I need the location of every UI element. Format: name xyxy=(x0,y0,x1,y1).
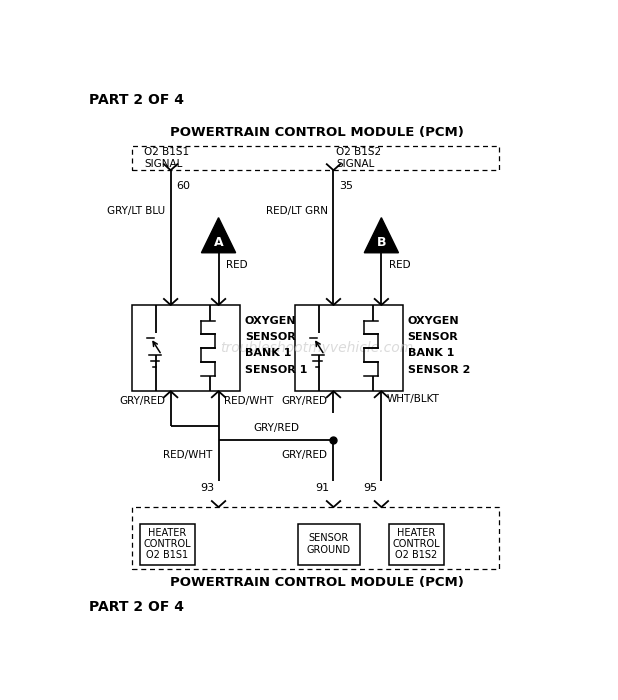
Text: GRY/RED: GRY/RED xyxy=(253,424,299,433)
Text: 91: 91 xyxy=(316,483,329,493)
Text: 60: 60 xyxy=(176,181,190,191)
Text: 35: 35 xyxy=(339,181,353,191)
Bar xyxy=(389,524,444,565)
Text: 93: 93 xyxy=(201,483,214,493)
Text: 95: 95 xyxy=(363,483,378,493)
Text: RED/WHT: RED/WHT xyxy=(163,450,213,460)
Bar xyxy=(298,524,360,565)
Text: GRY/LT BLU: GRY/LT BLU xyxy=(107,206,165,216)
Text: O2 B1S2: O2 B1S2 xyxy=(336,148,381,158)
Text: GRY/RED: GRY/RED xyxy=(119,396,165,406)
Bar xyxy=(132,146,499,170)
Text: PART 2 OF 4: PART 2 OF 4 xyxy=(89,600,184,614)
Text: CONTROL: CONTROL xyxy=(143,539,191,550)
Text: HEATER: HEATER xyxy=(397,528,435,538)
Text: RED/LT GRN: RED/LT GRN xyxy=(266,206,328,216)
Text: SENSOR: SENSOR xyxy=(308,533,349,543)
Text: OXYGEN: OXYGEN xyxy=(408,316,459,326)
Text: BANK 1: BANK 1 xyxy=(408,349,454,358)
Text: O2 B1S1: O2 B1S1 xyxy=(145,148,190,158)
Text: WHT/BLKT: WHT/BLKT xyxy=(387,394,440,405)
Text: OXYGEN: OXYGEN xyxy=(245,316,297,326)
Text: GRY/RED: GRY/RED xyxy=(282,450,328,460)
Text: SENSOR 1: SENSOR 1 xyxy=(245,365,307,374)
Text: RED/WHT: RED/WHT xyxy=(224,396,274,406)
Text: B: B xyxy=(376,236,386,248)
Text: troubleshootmyvehicle.com: troubleshootmyvehicle.com xyxy=(220,341,413,355)
Text: SENSOR 2: SENSOR 2 xyxy=(408,365,470,374)
Text: PART 2 OF 4: PART 2 OF 4 xyxy=(89,93,184,107)
Text: GRY/RED: GRY/RED xyxy=(282,396,328,406)
Text: POWERTRAIN CONTROL MODULE (PCM): POWERTRAIN CONTROL MODULE (PCM) xyxy=(170,576,464,589)
Polygon shape xyxy=(201,218,235,253)
Text: RED: RED xyxy=(226,260,247,270)
Text: O2 B1S1: O2 B1S1 xyxy=(146,550,188,560)
Text: SENSOR: SENSOR xyxy=(408,332,459,342)
Bar xyxy=(132,305,240,391)
Text: RED: RED xyxy=(389,260,410,270)
Text: SIGNAL: SIGNAL xyxy=(336,159,375,169)
Bar xyxy=(140,524,195,565)
Polygon shape xyxy=(364,218,399,253)
Text: SENSOR: SENSOR xyxy=(245,332,295,342)
Bar xyxy=(295,305,403,391)
Text: SIGNAL: SIGNAL xyxy=(145,159,183,169)
Text: O2 B1S2: O2 B1S2 xyxy=(395,550,437,560)
Text: CONTROL: CONTROL xyxy=(392,539,440,550)
Text: BANK 1: BANK 1 xyxy=(245,349,291,358)
Text: GROUND: GROUND xyxy=(307,545,351,555)
Text: HEATER: HEATER xyxy=(148,528,186,538)
Text: POWERTRAIN CONTROL MODULE (PCM): POWERTRAIN CONTROL MODULE (PCM) xyxy=(170,126,464,139)
Bar xyxy=(132,507,499,569)
Text: A: A xyxy=(214,236,223,248)
